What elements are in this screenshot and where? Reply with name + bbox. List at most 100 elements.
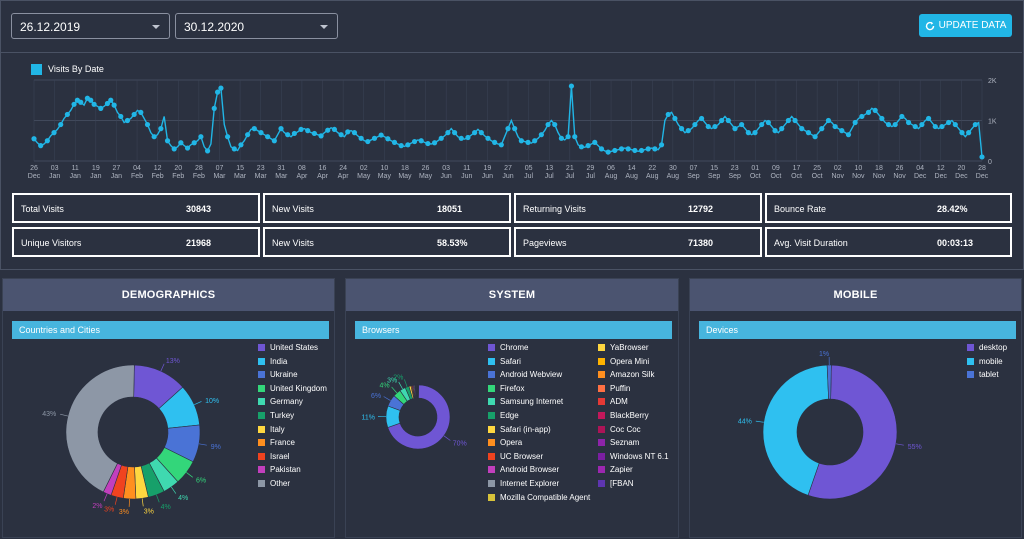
visits-point[interactable] xyxy=(786,118,791,123)
visits-point[interactable] xyxy=(659,142,664,147)
legend-item[interactable]: Edge xyxy=(488,411,519,420)
visits-point[interactable] xyxy=(853,120,858,125)
visits-point[interactable] xyxy=(839,128,844,133)
visits-point[interactable] xyxy=(108,98,113,103)
visits-point[interactable] xyxy=(599,146,604,151)
legend-item[interactable]: Israel xyxy=(258,452,290,461)
visits-point[interactable] xyxy=(906,120,911,125)
visits-point[interactable] xyxy=(425,141,430,146)
visits-point[interactable] xyxy=(258,130,263,135)
visits-point[interactable] xyxy=(88,98,93,103)
visits-point[interactable] xyxy=(445,130,450,135)
visits-point[interactable] xyxy=(545,122,550,127)
legend-item[interactable]: Ukraine xyxy=(258,370,298,379)
visits-point[interactable] xyxy=(412,139,417,144)
visits-point[interactable] xyxy=(145,122,150,127)
visits-point[interactable] xyxy=(245,132,250,137)
legend-item[interactable]: Firefox xyxy=(488,384,524,393)
visits-point[interactable] xyxy=(432,140,437,145)
visits-point[interactable] xyxy=(933,124,938,129)
visits-point[interactable] xyxy=(626,146,631,151)
visits-point[interactable] xyxy=(572,134,577,139)
visits-point[interactable] xyxy=(51,130,56,135)
visits-point[interactable] xyxy=(178,140,183,145)
visits-point[interactable] xyxy=(739,122,744,127)
visits-point[interactable] xyxy=(646,146,651,151)
visits-point[interactable] xyxy=(569,83,574,88)
visits-point[interactable] xyxy=(405,142,410,147)
visits-point[interactable] xyxy=(338,132,343,137)
visits-point[interactable] xyxy=(913,124,918,129)
visits-point[interactable] xyxy=(833,124,838,129)
visits-point[interactable] xyxy=(859,114,864,119)
visits-point[interactable] xyxy=(939,124,944,129)
visits-point[interactable] xyxy=(893,122,898,127)
visits-legend-label[interactable]: Visits By Date xyxy=(48,64,104,74)
visits-point[interactable] xyxy=(592,140,597,145)
visits-point[interactable] xyxy=(78,100,83,105)
visits-point[interactable] xyxy=(212,106,217,111)
legend-item[interactable]: Italy xyxy=(258,425,285,434)
legend-item[interactable]: Seznam xyxy=(598,438,639,447)
visits-point[interactable] xyxy=(552,122,557,127)
legend-item[interactable]: France xyxy=(258,438,295,447)
visits-point[interactable] xyxy=(472,130,477,135)
visits-point[interactable] xyxy=(719,118,724,123)
visits-point[interactable] xyxy=(979,154,984,159)
visits-point[interactable] xyxy=(699,116,704,121)
visits-point[interactable] xyxy=(218,86,223,91)
visits-point[interactable] xyxy=(465,135,470,140)
legend-item[interactable]: Windows NT 6.1 xyxy=(598,452,669,461)
legend-item[interactable]: mobile xyxy=(967,357,1003,366)
visits-point[interactable] xyxy=(926,116,931,121)
visits-point[interactable] xyxy=(692,122,697,127)
visits-point[interactable] xyxy=(165,138,170,143)
visits-point[interactable] xyxy=(826,118,831,123)
visits-point[interactable] xyxy=(532,138,537,143)
visits-point[interactable] xyxy=(312,131,317,136)
visits-point[interactable] xyxy=(519,138,524,143)
visits-point[interactable] xyxy=(539,132,544,137)
legend-item[interactable]: Amazon Silk xyxy=(598,370,654,379)
visits-point[interactable] xyxy=(38,143,43,148)
legend-item[interactable]: Puffin xyxy=(598,384,630,393)
legend-item[interactable]: United States xyxy=(258,343,318,352)
legend-item[interactable]: Opera xyxy=(488,438,522,447)
visits-point[interactable] xyxy=(98,106,103,111)
visits-point[interactable] xyxy=(846,132,851,137)
visits-point[interactable] xyxy=(973,122,978,127)
visits-point[interactable] xyxy=(525,140,530,145)
visits-point[interactable] xyxy=(459,136,464,141)
visits-point[interactable] xyxy=(666,112,671,117)
visits-point[interactable] xyxy=(359,136,364,141)
visits-point[interactable] xyxy=(45,138,50,143)
legend-item[interactable]: Opera Mini xyxy=(598,357,649,366)
visits-point[interactable] xyxy=(953,122,958,127)
visits-point[interactable] xyxy=(706,124,711,129)
visits-point[interactable] xyxy=(899,114,904,119)
visits-point[interactable] xyxy=(873,108,878,113)
legend-item[interactable]: ADM xyxy=(598,397,628,406)
visits-point[interactable] xyxy=(372,136,377,141)
legend-item[interactable]: Coc Coc xyxy=(598,425,641,434)
visits-point[interactable] xyxy=(499,142,504,147)
visits-point[interactable] xyxy=(672,116,677,121)
legend-item[interactable]: Android Webview xyxy=(488,370,562,379)
visits-point[interactable] xyxy=(652,146,657,151)
visits-point[interactable] xyxy=(172,146,177,151)
visits-point[interactable] xyxy=(112,103,117,108)
visits-point[interactable] xyxy=(492,140,497,145)
legend-item[interactable]: UC Browser xyxy=(488,452,543,461)
visits-point[interactable] xyxy=(192,140,197,145)
visits-point[interactable] xyxy=(332,127,337,132)
visits-point[interactable] xyxy=(158,126,163,131)
visits-point[interactable] xyxy=(799,126,804,131)
legend-item[interactable]: Mozilla Compatible Agent xyxy=(488,493,590,502)
visits-point[interactable] xyxy=(565,134,570,139)
visits-point[interactable] xyxy=(779,126,784,131)
visits-point[interactable] xyxy=(639,148,644,153)
visits-point[interactable] xyxy=(452,130,457,135)
legend-item[interactable]: Samsung Internet xyxy=(488,397,563,406)
visits-point[interactable] xyxy=(806,130,811,135)
visits-point[interactable] xyxy=(966,130,971,135)
